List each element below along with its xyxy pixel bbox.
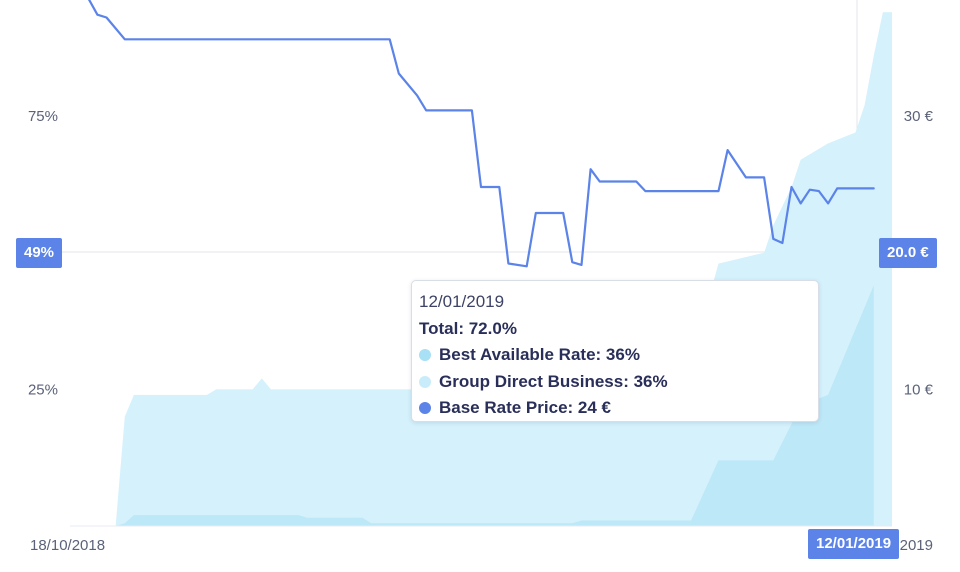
x-tick-label: 18/10/2018 [30,537,105,554]
crosshair-right-value-badge: 20.0 € [879,238,937,268]
area-series-best-available-rate [70,285,874,526]
chart-tooltip: 12/01/2019 Total: 72.0% Best Available R… [411,280,819,422]
tooltip-item-label: Group Direct Business: 36% [439,371,668,391]
series-color-dot-icon [419,349,431,362]
tooltip-total: Total: 72.0% [419,318,517,338]
tooltip-item-label: Base Rate Price: 24 € [439,398,611,417]
series-color-dot-icon [419,402,431,415]
y-right-tick-label: 30 € [904,108,934,125]
tooltip-item-base-rate-price: Base Rate Price: 24 € [419,395,818,422]
tooltip-item-group-direct-business: Group Direct Business: 36% [419,369,818,396]
crosshair-left-value-badge: 49% [16,238,63,268]
line-series-base-rate-price [87,0,875,268]
y-right-tick-label: 10 € [904,381,934,398]
series-color-dot-icon [419,375,431,388]
tooltip-item-label: Best Available Rate: 36% [439,345,640,364]
y-left-tick-label: 25% [28,381,58,398]
tooltip-item-best-available-rate: Best Available Rate: 36% [419,342,818,369]
x-tick-label: 2019 [900,537,933,554]
y-left-tick-label: 75% [28,108,58,125]
tooltip-date: 12/01/2019 [419,292,505,311]
area-series-group-direct-business [70,12,892,527]
crosshair-date-badge: 12/01/2019 [808,529,900,559]
